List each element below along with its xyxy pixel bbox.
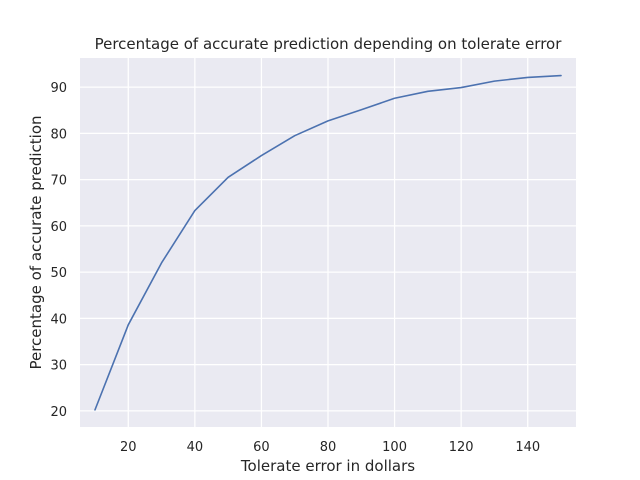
y-tick-label: 90 <box>50 81 67 96</box>
x-tick-label: 120 <box>449 440 474 455</box>
x-axis-label: Tolerate error in dollars <box>240 457 415 475</box>
y-tick-label: 50 <box>50 266 67 281</box>
y-tick-label: 40 <box>50 312 67 327</box>
x-tick-label: 20 <box>120 440 137 455</box>
y-axis-ticks: 20 30 40 50 60 70 80 90 <box>50 81 67 420</box>
x-tick-label: 100 <box>382 440 407 455</box>
y-tick-label: 30 <box>50 359 67 374</box>
x-axis-ticks: 20 40 60 80 100 120 140 <box>120 440 540 455</box>
x-tick-label: 140 <box>515 440 540 455</box>
y-tick-label: 80 <box>50 127 67 142</box>
x-tick-label: 40 <box>187 440 204 455</box>
grid <box>80 58 576 427</box>
y-axis-label: Percentage of accurate prediction <box>27 115 45 369</box>
chart-title: Percentage of accurate prediction depend… <box>95 35 563 53</box>
series-line <box>94 74 562 411</box>
y-tick-label: 60 <box>50 220 67 235</box>
x-tick-label: 80 <box>320 440 337 455</box>
series-group <box>94 74 562 411</box>
y-tick-label: 70 <box>50 174 67 189</box>
x-tick-label: 60 <box>253 440 270 455</box>
y-tick-label: 20 <box>50 405 67 420</box>
